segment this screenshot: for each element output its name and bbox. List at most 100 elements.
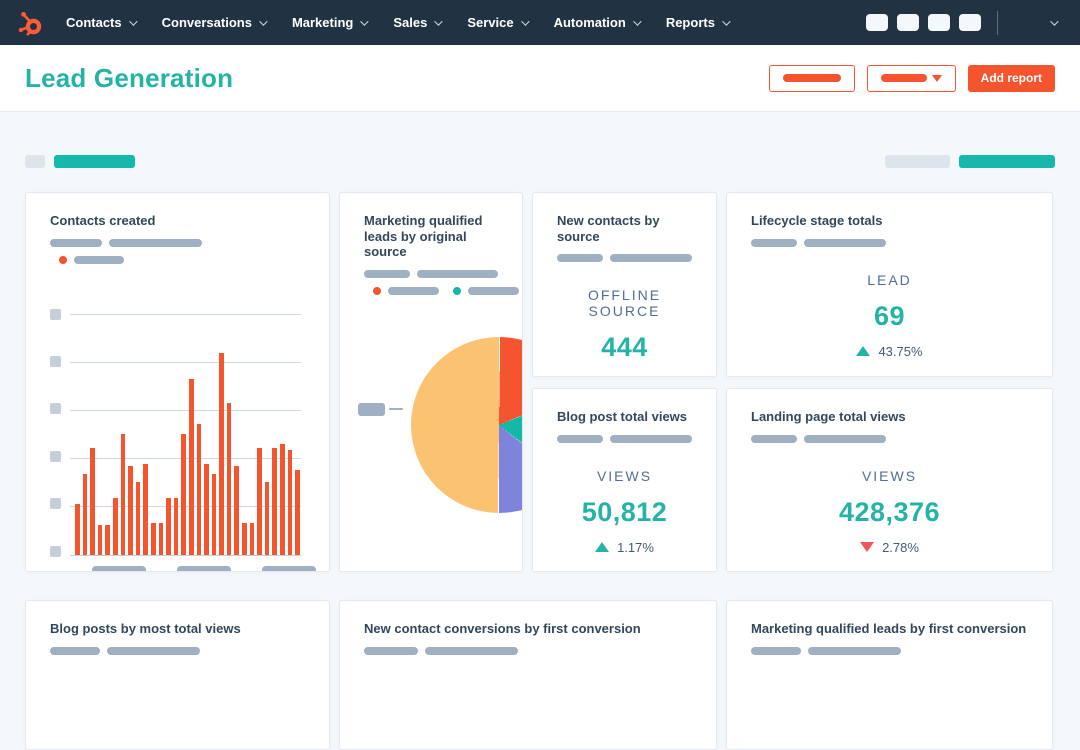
kpi-delta: 43.75% — [751, 344, 1028, 359]
bar[interactable] — [249, 522, 255, 555]
bar[interactable] — [112, 497, 118, 555]
bar[interactable] — [264, 481, 270, 555]
bar[interactable] — [128, 465, 133, 555]
report-subtitle-placeholders — [364, 269, 498, 278]
gridline — [70, 361, 301, 363]
nav-divider — [997, 10, 998, 35]
bar[interactable] — [295, 469, 300, 555]
filter-placeholder-active[interactable] — [54, 155, 135, 168]
nav-item-contacts[interactable]: Contacts — [66, 15, 138, 30]
legend-dot-icon — [453, 286, 461, 295]
report-card-blog-posts-by-most-total-views: Blog posts by most total views — [25, 600, 330, 750]
bar[interactable] — [120, 433, 126, 555]
legend-item[interactable] — [59, 255, 124, 264]
nav-item-reports[interactable]: Reports — [665, 15, 731, 30]
nav-item-automation[interactable]: Automation — [554, 15, 642, 30]
chart-legend — [59, 255, 305, 264]
dashboard-filter-button[interactable] — [768, 64, 855, 92]
report-card-new-contacts-by-source: New contacts by source OFFLINE SOURCE 44… — [532, 192, 717, 377]
bar[interactable] — [97, 524, 103, 555]
report-subtitle-placeholders — [557, 254, 692, 263]
report-title: Lifecycle stage totals — [751, 213, 883, 228]
bar[interactable] — [280, 443, 285, 555]
nav-actions — [857, 10, 1064, 35]
hubspot-logo-icon[interactable] — [16, 8, 46, 38]
bar[interactable] — [287, 449, 293, 555]
chevron-down-icon — [259, 16, 268, 26]
y-tick-placeholder — [50, 545, 61, 557]
report-card-landing-page-total-views: Landing page total views VIEWS 428,376 2… — [726, 388, 1053, 572]
legend-dot-icon — [59, 255, 67, 264]
nav-action-placeholder-icon[interactable] — [959, 14, 981, 31]
nav-item-marketing[interactable]: Marketing — [291, 15, 370, 30]
dashboard-actions-dropdown[interactable] — [866, 64, 956, 92]
nav-item-sales[interactable]: Sales — [393, 15, 443, 30]
dropdown-arrow-icon — [931, 74, 942, 82]
button-label-placeholder — [880, 74, 927, 82]
bar[interactable] — [219, 352, 224, 555]
pie-chart[interactable] — [411, 337, 522, 513]
delta-up-icon — [595, 542, 610, 553]
bar[interactable] — [196, 423, 202, 555]
bar[interactable] — [188, 378, 194, 555]
nav-action-placeholder-icon[interactable] — [866, 14, 888, 31]
text-placeholder — [364, 269, 410, 278]
legend-item[interactable] — [373, 286, 439, 295]
text-placeholder — [50, 238, 102, 247]
kpi-value: 428,376 — [838, 496, 941, 527]
legend-item[interactable] — [453, 286, 519, 295]
dashboard-filter-row — [25, 155, 1055, 168]
bar[interactable] — [150, 522, 156, 555]
bar[interactable] — [105, 524, 110, 555]
filter-group-left — [25, 155, 135, 168]
y-tick-placeholder — [50, 450, 61, 462]
bar[interactable] — [272, 447, 278, 555]
report-subtitle-placeholders — [751, 238, 1028, 247]
report-card-mql-by-first-conversion: Marketing qualified leads by first conve… — [726, 600, 1053, 750]
bar[interactable] — [211, 473, 217, 555]
x-axis-label-placeholders — [92, 565, 316, 571]
top-navigation: Contacts Conversations Marketing Sales S… — [0, 0, 1080, 45]
bar[interactable] — [143, 463, 148, 555]
bar[interactable] — [204, 463, 209, 555]
bar[interactable] — [135, 481, 141, 555]
y-tick-placeholder — [50, 403, 61, 415]
bar[interactable] — [257, 447, 262, 555]
bar-chart — [50, 308, 305, 557]
bar[interactable] — [158, 522, 164, 555]
report-title: New contact conversions by first convers… — [364, 621, 641, 636]
nav-item-label: Marketing — [291, 15, 354, 30]
filter-placeholder[interactable] — [25, 155, 45, 168]
text-placeholder — [557, 434, 603, 443]
page-header: Lead Generation Add report — [0, 45, 1080, 112]
text-placeholder — [751, 646, 801, 655]
add-report-button[interactable]: Add report — [967, 64, 1055, 92]
filter-placeholder-active[interactable] — [959, 155, 1055, 168]
text-placeholder — [109, 238, 202, 247]
nav-action-placeholder-icon[interactable] — [928, 14, 950, 31]
nav-item-label: Sales — [393, 15, 428, 30]
bar[interactable] — [82, 473, 88, 555]
report-subtitle-placeholders — [751, 646, 1028, 655]
bar[interactable] — [166, 497, 171, 555]
report-card-lifecycle-stage-totals: Lifecycle stage totals LEAD 69 43.75% — [726, 192, 1053, 377]
nav-item-service[interactable]: Service — [467, 15, 530, 30]
primary-nav-items: Contacts Conversations Marketing Sales S… — [66, 15, 731, 30]
bar[interactable] — [75, 503, 80, 555]
nav-item-conversations[interactable]: Conversations — [162, 15, 268, 30]
bar[interactable] — [226, 402, 232, 555]
bar[interactable] — [173, 497, 179, 555]
bar[interactable] — [181, 433, 186, 555]
chevron-down-icon — [360, 16, 370, 26]
user-menu-chevron-icon[interactable] — [1050, 16, 1059, 26]
kpi-label: OFFLINE SOURCE — [587, 287, 662, 320]
bar[interactable] — [242, 522, 247, 555]
bar[interactable] — [234, 465, 240, 555]
chevron-down-icon — [434, 16, 443, 26]
gridline — [70, 409, 301, 411]
nav-item-label: Reports — [665, 15, 715, 30]
bar[interactable] — [90, 447, 95, 555]
filter-placeholder[interactable] — [885, 155, 950, 168]
nav-action-placeholder-icon[interactable] — [897, 14, 919, 31]
y-axis-tick-placeholders — [50, 308, 61, 557]
